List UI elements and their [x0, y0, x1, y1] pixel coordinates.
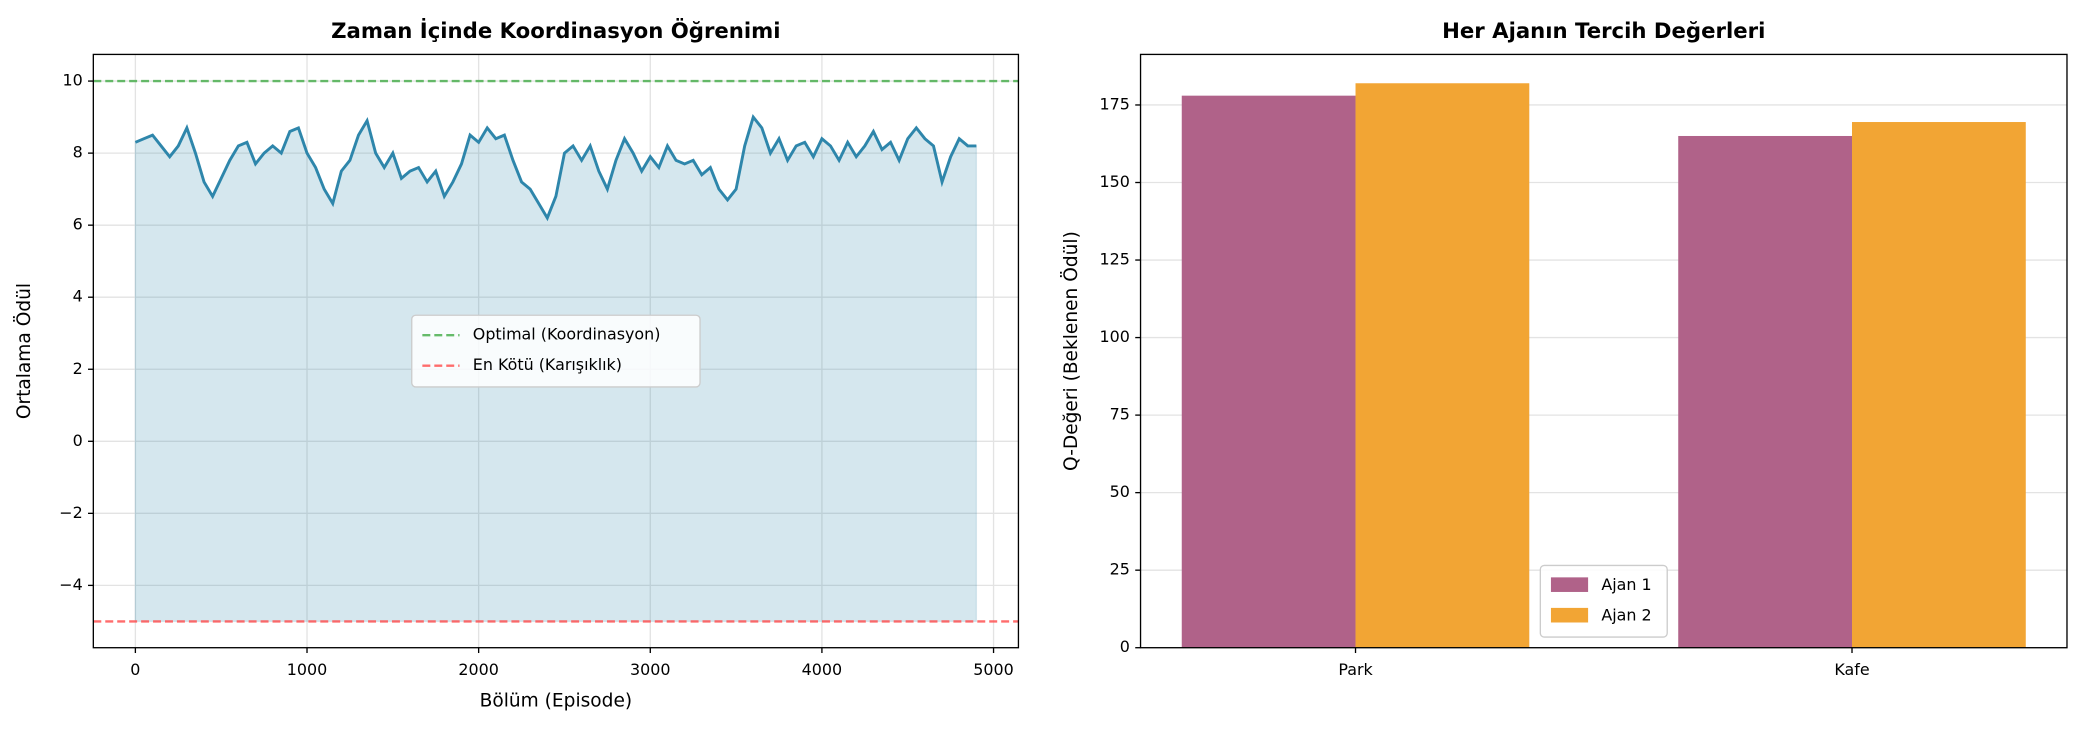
y-tick-label: 25 [1110, 560, 1130, 579]
y-tick-label: 100 [1100, 327, 1130, 346]
bar [1852, 122, 2026, 648]
plot-frame [92, 53, 1020, 649]
legend-swatch [1550, 577, 1589, 592]
y-tick-label: 0 [1120, 637, 1130, 656]
plot-frame [1139, 53, 2068, 649]
legend-box [411, 314, 701, 388]
y-tick-label: 10 [62, 71, 82, 90]
x-tick-label: 3000 [630, 660, 670, 679]
legend-label: En Kötü (Karışıklık) [473, 355, 622, 374]
x-tick-label: 1000 [287, 660, 327, 679]
legend-swatch [1550, 607, 1589, 623]
x-tick-label: 0 [130, 660, 140, 679]
x-tick-label: 4000 [802, 660, 842, 679]
y-tick-label: 75 [1110, 405, 1130, 424]
legend-label: Optimal (Koordinasyon) [473, 325, 661, 344]
y-axis-label: Q-Değeri (Beklenen Ödül) [1059, 231, 1082, 471]
y-tick-label: −4 [59, 575, 82, 594]
chart-title: Her Ajanın Tercih Değerleri [1442, 19, 1765, 44]
y-tick-label: 2 [73, 359, 83, 378]
x-tick-label: 5000 [973, 660, 1013, 679]
y-tick-label: 50 [1110, 482, 1130, 501]
line [134, 113, 977, 222]
x-tick-label: 2000 [458, 660, 498, 679]
x-tick-label: Kafe [1834, 660, 1869, 679]
bar [1355, 83, 1530, 648]
y-tick-label: 175 [1100, 94, 1130, 113]
y-tick-label: 125 [1100, 250, 1130, 269]
y-tick-label: 150 [1100, 172, 1130, 191]
y-tick-label: 8 [73, 143, 83, 162]
bar [1678, 135, 1853, 648]
bar [1181, 95, 1356, 648]
y-tick-label: 0 [73, 431, 83, 450]
legend-label: Ajan 1 [1601, 575, 1651, 594]
x-axis-label: Bölüm (Episode) [480, 690, 633, 711]
x-tick-label: Park [1338, 660, 1373, 679]
y-tick-label: 6 [73, 215, 83, 234]
legend-label: Ajan 2 [1601, 605, 1651, 624]
y-axis-label: Ortalama Ödül [12, 283, 35, 419]
y-tick-label: −2 [59, 503, 82, 522]
y-tick-label: 4 [73, 287, 83, 306]
chart-title: Zaman İçinde Koordinasyon Öğrenimi [331, 18, 780, 44]
